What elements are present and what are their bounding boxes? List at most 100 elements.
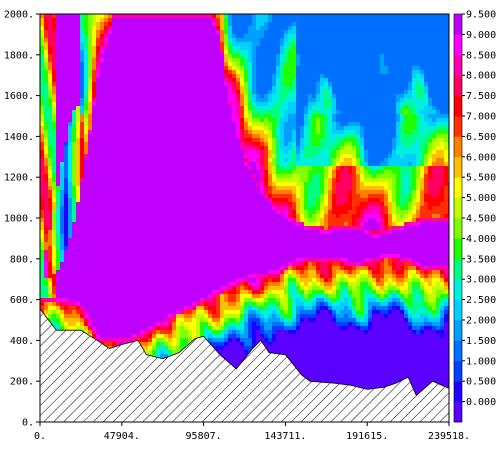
contour-cell: [104, 66, 109, 71]
contour-cell: [224, 22, 229, 27]
contour-cell: [56, 222, 61, 227]
contour-cell: [116, 214, 121, 219]
contour-cell: [92, 34, 97, 39]
contour-cell: [48, 62, 53, 67]
contour-cell: [152, 306, 157, 311]
contour-cell: [228, 98, 233, 103]
contour-cell: [192, 42, 197, 47]
contour-cell: [76, 302, 81, 307]
contour-cell: [196, 114, 201, 119]
contour-cell: [56, 214, 61, 219]
contour-cell: [120, 242, 125, 247]
contour-cell: [196, 106, 201, 111]
contour-cell: [40, 270, 45, 275]
contour-cell: [72, 154, 77, 159]
contour-cell: [64, 102, 69, 107]
contour-cell: [228, 222, 233, 227]
contour-cell: [148, 278, 153, 283]
contour-cell: [228, 70, 233, 75]
contour-cell: [196, 206, 201, 211]
contour-cell: [96, 286, 101, 291]
contour-cell: [96, 326, 101, 331]
contour-cell: [164, 38, 169, 43]
contour-cell: [156, 258, 161, 263]
contour-cell: [100, 306, 105, 311]
contour-cell: [164, 98, 169, 103]
contour-cell: [196, 222, 201, 227]
contour-cell: [124, 74, 129, 79]
contour-cell: [128, 34, 133, 39]
contour-cell: [68, 46, 73, 51]
contour-cell: [216, 266, 221, 271]
contour-cell: [92, 134, 97, 139]
contour-cell: [224, 190, 229, 195]
contour-cell: [172, 338, 177, 343]
contour-cell: [172, 98, 177, 103]
contour-cell: [144, 126, 149, 131]
contour-cell: [192, 318, 197, 323]
contour-cell: [176, 86, 181, 91]
contour-cell: [92, 270, 97, 275]
contour-cell: [232, 254, 237, 259]
contour-cell: [140, 318, 145, 323]
contour-cell: [140, 26, 145, 31]
contour-cell: [40, 210, 45, 215]
contour-cell: [180, 26, 185, 31]
contour-cell: [176, 182, 181, 187]
contour-cell: [192, 62, 197, 67]
contour-cell: [148, 142, 153, 147]
contour-cell: [216, 314, 221, 319]
contour-cell: [216, 242, 221, 247]
contour-cell: [180, 94, 185, 99]
contour-cell: [212, 146, 217, 151]
contour-cell: [100, 198, 105, 203]
contour-cell: [124, 14, 129, 19]
contour-cell: [136, 218, 141, 223]
contour-cell: [164, 54, 169, 59]
contour-cell: [52, 114, 57, 119]
contour-cell: [76, 202, 81, 207]
contour-cell: [64, 302, 69, 307]
contour-cell: [232, 346, 237, 351]
contour-cell: [128, 250, 133, 255]
contour-cell: [96, 294, 101, 299]
contour-cell: [72, 314, 77, 319]
contour-cell: [88, 50, 93, 55]
contour-cell: [76, 186, 81, 191]
contour-cell: [92, 218, 97, 223]
contour-cell: [72, 182, 77, 187]
contour-cell: [168, 334, 173, 339]
contour-cell: [44, 258, 49, 263]
contour-cell: [232, 38, 237, 43]
contour-cell: [212, 162, 217, 167]
contour-cell: [108, 70, 113, 75]
contour-cell: [60, 94, 65, 99]
contour-cell: [156, 134, 161, 139]
contour-cell: [92, 238, 97, 243]
contour-cell: [232, 26, 237, 31]
contour-cell: [128, 38, 133, 43]
contour-cell: [60, 86, 65, 91]
contour-cell: [124, 158, 129, 163]
contour-cell: [76, 26, 81, 31]
contour-cell: [112, 254, 117, 259]
contour-cell: [220, 118, 225, 123]
contour-cell: [204, 86, 209, 91]
contour-cell: [204, 74, 209, 79]
contour-cell: [72, 178, 77, 183]
contour-cell: [120, 234, 125, 239]
contour-cell: [52, 262, 57, 267]
contour-cell: [52, 258, 57, 263]
contour-cell: [104, 38, 109, 43]
contour-cell: [176, 338, 181, 343]
contour-cell: [152, 62, 157, 67]
contour-cell: [60, 278, 65, 283]
contour-cell: [108, 102, 113, 107]
contour-cell: [168, 114, 173, 119]
contour-cell: [88, 46, 93, 51]
contour-cell: [112, 86, 117, 91]
contour-cell: [156, 22, 161, 27]
contour-cell: [128, 258, 133, 263]
contour-cell: [80, 298, 85, 303]
contour-cell: [184, 126, 189, 131]
